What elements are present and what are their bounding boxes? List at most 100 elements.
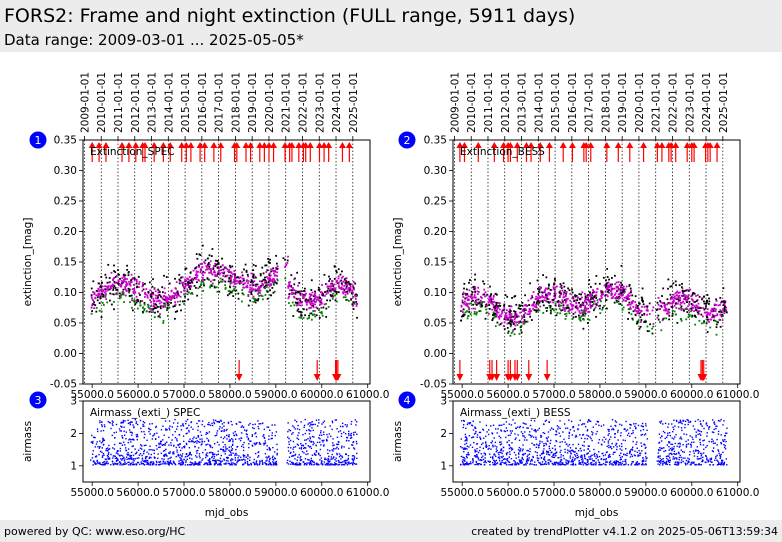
airmass-point (341, 456, 344, 459)
airmass-point (292, 463, 294, 466)
airmass-point (592, 459, 594, 462)
extinction-point (542, 274, 545, 277)
extinction-point (317, 286, 320, 289)
airmass-point (485, 442, 487, 444)
extinction-point (292, 292, 294, 295)
airmass-point (104, 460, 106, 463)
extinction-point (571, 307, 574, 310)
extinction-point (254, 299, 257, 302)
extinction-point (646, 309, 649, 311)
airmass-point (114, 462, 116, 464)
extinction-point (352, 287, 355, 290)
airmass-point (153, 433, 156, 435)
extinction-point (637, 310, 640, 313)
extinction-point (564, 289, 566, 292)
extinction-point (510, 332, 513, 334)
extinction-point (564, 295, 567, 297)
airmass-point (146, 459, 149, 462)
airmass-point (331, 421, 334, 424)
extinction-point (332, 289, 335, 292)
airmass-point (91, 453, 94, 455)
extinction-point (584, 299, 586, 302)
airmass-point (220, 454, 222, 457)
airmass-point (147, 463, 150, 465)
airmass-point (327, 436, 329, 438)
extinction-point (705, 302, 708, 305)
airmass-point (512, 419, 514, 421)
extinction-point (247, 280, 250, 282)
airmass-point (586, 434, 588, 436)
date-tick-label: 2012-01-01 (500, 72, 512, 133)
airmass-point (216, 420, 218, 423)
extinction-point (210, 284, 213, 286)
extinction-point (152, 307, 155, 310)
airmass-point (629, 427, 631, 429)
airmass-point (231, 448, 234, 450)
extinction-point (333, 283, 336, 286)
airmass-point (659, 446, 661, 449)
extinction-point (355, 302, 358, 305)
airmass-point (202, 458, 204, 460)
airmass-point (136, 433, 139, 436)
extinction-point (541, 296, 544, 299)
airmass-point (580, 454, 583, 457)
airmass-point (220, 420, 222, 422)
extinction-point (634, 313, 637, 316)
airmass-point (274, 434, 276, 437)
airmass-point (269, 457, 271, 460)
extinction-point (157, 300, 160, 303)
airmass-point (335, 460, 337, 462)
extinction-point (712, 315, 715, 318)
extinction-point (690, 303, 693, 305)
extinction-point (590, 295, 592, 298)
airmass-point (229, 439, 231, 442)
extinction-point (558, 305, 561, 308)
airmass-point (122, 419, 125, 422)
airmass-point (179, 449, 182, 452)
airmass-point (353, 457, 355, 460)
airmass-point (265, 463, 267, 465)
extinction-point (520, 331, 523, 334)
extinction-point (463, 302, 466, 305)
airmass-point (198, 420, 201, 422)
extinction-point (706, 308, 709, 311)
extinction-point (535, 309, 538, 312)
airmass-point (127, 461, 129, 464)
extinction-point (346, 281, 349, 284)
airmass-point (178, 434, 181, 436)
airmass-point (578, 460, 580, 462)
extinction-point (165, 276, 168, 278)
airmass-point (287, 430, 289, 433)
extinction-point (544, 293, 547, 296)
extinction-point (592, 289, 594, 291)
extinction-point (295, 297, 298, 300)
airmass-point (172, 460, 175, 463)
extinction-point (540, 286, 542, 289)
airmass-point (255, 463, 258, 465)
extinction-point (184, 279, 187, 281)
airmass-point (111, 420, 114, 422)
extinction-point (682, 292, 685, 295)
airmass-point (274, 458, 277, 460)
y-axis-label: airmass (22, 421, 34, 462)
extinction-point (663, 309, 665, 312)
extinction-point (492, 296, 495, 298)
extinction-point (617, 293, 620, 296)
outlier-arrow-up (132, 142, 140, 148)
airmass-point (562, 455, 565, 457)
data-points (90, 244, 358, 324)
airmass-point (253, 427, 255, 430)
extinction-point (571, 308, 573, 311)
airmass-point (263, 444, 265, 446)
airmass-point (207, 440, 210, 442)
extinction-point (691, 309, 693, 312)
airmass-point (216, 430, 219, 432)
extinction-point (667, 312, 670, 315)
extinction-point (254, 288, 257, 291)
airmass-point (217, 453, 220, 455)
airmass-point (327, 464, 329, 466)
airmass-point (120, 442, 122, 445)
extinction-point (619, 303, 622, 305)
airmass-point (490, 425, 492, 427)
